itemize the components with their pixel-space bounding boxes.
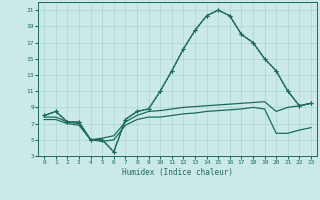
X-axis label: Humidex (Indice chaleur): Humidex (Indice chaleur) bbox=[122, 168, 233, 177]
